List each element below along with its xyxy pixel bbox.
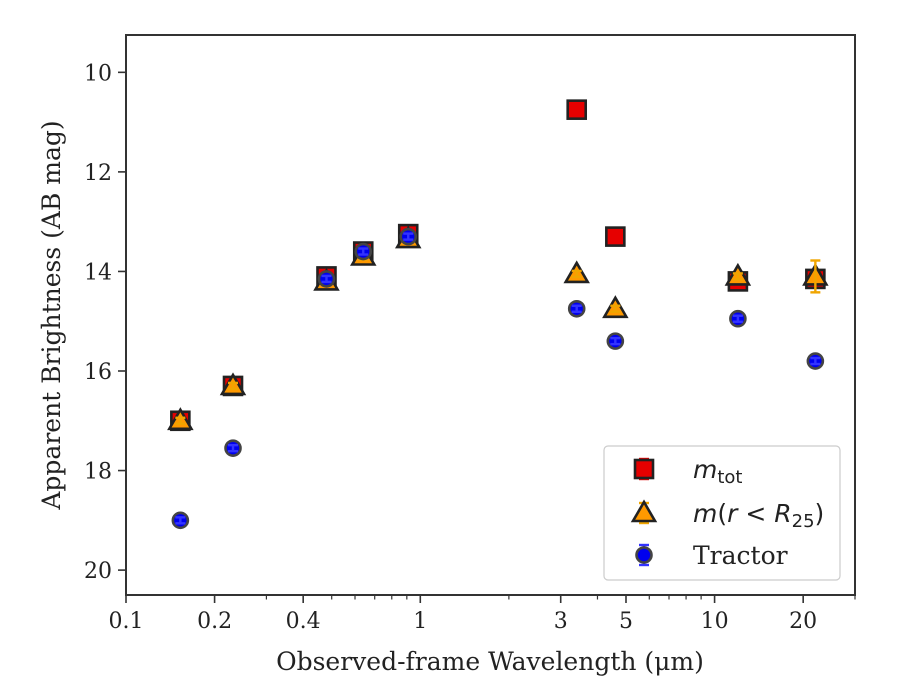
legend-label-0: mtot <box>693 455 743 488</box>
y-tick-label: 20 <box>84 559 112 584</box>
errorbar <box>810 356 821 366</box>
errorbar <box>175 416 186 425</box>
errorbar <box>732 272 743 281</box>
errorbar <box>732 314 743 323</box>
errorbar <box>175 516 186 525</box>
legend-label-1: m(r < R25) <box>693 499 824 532</box>
x-tick-label: 5 <box>619 609 633 634</box>
x-axis-label: Observed-frame Wavelength (μm) <box>276 647 704 676</box>
errorbar <box>228 381 239 391</box>
data-marks <box>167 99 829 530</box>
y-tick-label: 10 <box>84 61 112 86</box>
errorbar <box>403 232 414 241</box>
legend-box <box>603 445 841 581</box>
x-tick-label: 10 <box>701 609 729 634</box>
x-tick-label: 20 <box>789 609 817 634</box>
series-2 <box>171 227 825 530</box>
errorbar <box>610 232 621 241</box>
x-tick-label: 0.1 <box>109 609 144 634</box>
x-tick-label: 3 <box>554 609 568 634</box>
y-tick-label: 18 <box>84 460 112 485</box>
errorbar <box>571 269 582 279</box>
y-axis-label: Apparent Brightness (AB mag) <box>37 120 66 510</box>
errorbar <box>810 259 821 294</box>
legend-square-marker <box>633 458 655 480</box>
y-tick-label: 14 <box>84 260 112 285</box>
errorbar <box>610 336 621 346</box>
y-tick-label: 16 <box>84 360 112 385</box>
errorbar <box>610 304 621 313</box>
x-tick-label: 0.4 <box>286 609 321 634</box>
errorbar <box>321 274 332 284</box>
errorbar <box>571 304 582 313</box>
errorbar <box>228 443 239 453</box>
x-tick-label: 0.2 <box>197 609 232 634</box>
errorbar <box>358 247 369 256</box>
axis-ticks: 0.1 0.2 0.4 1 3 5 10 20 10 12 14 16 18 20 <box>84 61 856 634</box>
y-tick-label: 12 <box>84 161 112 186</box>
errorbar <box>571 105 582 114</box>
legend-triangle-marker <box>630 499 658 523</box>
plot-frame <box>125 34 856 596</box>
legend: mtot m(r < R25) Tractor <box>603 445 841 581</box>
x-tick-label: 1 <box>413 609 427 634</box>
legend-circle-marker <box>635 546 653 564</box>
legend-label-2: Tractor <box>693 541 788 570</box>
